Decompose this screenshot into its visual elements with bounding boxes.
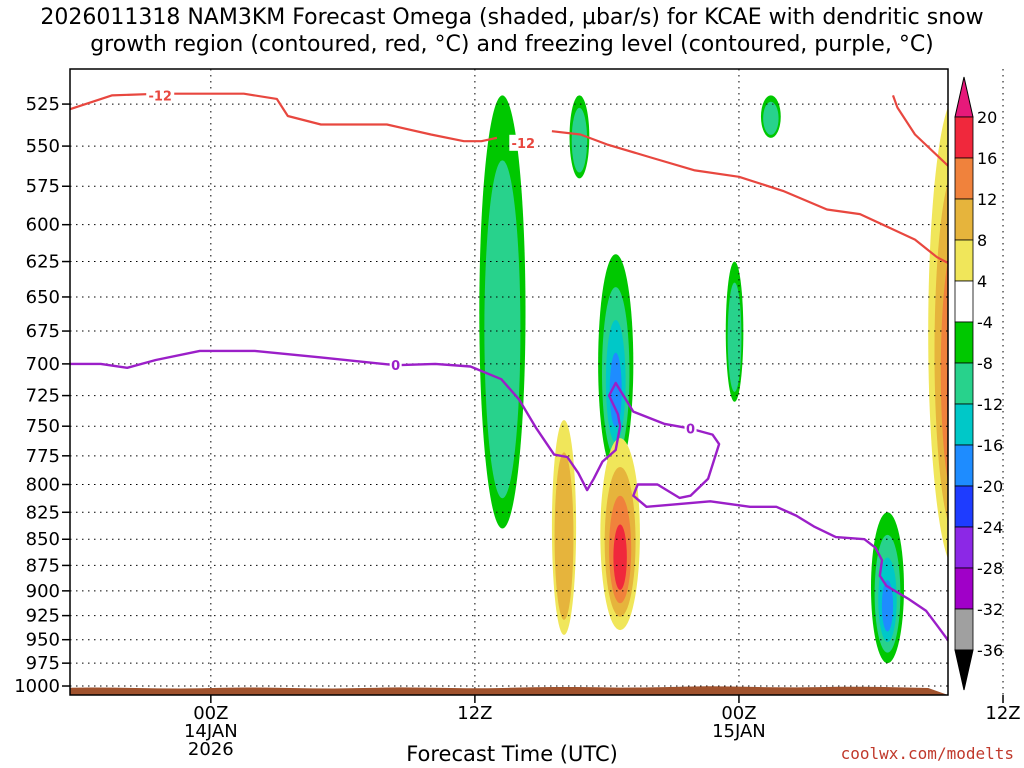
colorbar-segment-10 [954, 526, 974, 569]
contour-label-bg-5 [684, 420, 697, 437]
colorbar-segment-1 [954, 157, 974, 200]
contour-label-bg-1 [509, 134, 538, 151]
contour-label-4: 0 [391, 359, 400, 374]
y-tick-label-1000: 1000 [14, 676, 60, 697]
chart-title: 2026011318 NAM3KM Forecast Omega (shaded… [0, 4, 1024, 58]
x-tick-label-1: 12Z [457, 703, 492, 724]
colorbar-segment-11 [954, 567, 974, 610]
y-tick-label-850: 850 [26, 529, 60, 550]
colorbar-segment-6 [954, 362, 974, 405]
y-tick-label-550: 550 [26, 136, 60, 157]
colorbar-label-11: -28 [977, 559, 1003, 578]
colorbar-label-4: 4 [977, 272, 987, 291]
freezing-contour-0 [70, 349, 948, 643]
y-tick-label-625: 625 [26, 252, 60, 273]
omega-positive-band-12-1 [554, 452, 574, 620]
y-axis: 525 550 575 600 625 650 675 700 725 750 775 800 825 8… [14, 94, 70, 697]
y-tick-label-950: 950 [26, 630, 60, 651]
y-tick-label-700: 700 [26, 354, 60, 375]
y-tick-label-900: 900 [26, 581, 60, 602]
colorbar-segment-5 [954, 321, 974, 364]
contour-label-bg-4 [389, 357, 402, 374]
colorbar-segment-8 [954, 444, 974, 487]
colorbar-label-13: -36 [977, 641, 1003, 660]
gridlines [70, 69, 1004, 695]
colorbar-segment-12 [954, 608, 974, 651]
colorbar-label-1: 16 [977, 149, 997, 168]
omega-negative-band-1-1 [571, 107, 588, 173]
terrain-fill [70, 686, 948, 695]
x-tick-date-0: 14JAN [184, 721, 238, 742]
omega-shading [479, 95, 948, 664]
omega-negative-band-4-1 [763, 101, 779, 135]
colorbar-label-2: 12 [977, 190, 997, 209]
x-axis: 00Z14JAN202612Z00Z15JAN12Z00Z16JAN [184, 695, 1021, 760]
y-tick-label-650: 650 [26, 287, 60, 308]
y-tick-label-725: 725 [26, 386, 60, 407]
x-tick-label-2: 00Z [721, 703, 756, 724]
contour-label-bg-0 [146, 87, 175, 104]
dgz-contour-0 [70, 92, 498, 143]
colorbar-segment-0 [954, 116, 974, 159]
y-tick-label-975: 975 [26, 653, 60, 674]
omega-negative-band-3-1 [727, 282, 742, 392]
y-tick-label-675: 675 [26, 321, 60, 342]
colorbar-segment-4 [954, 280, 974, 323]
contour-label-1: -12 [512, 137, 536, 152]
colorbar-label-0: 20 [977, 108, 997, 127]
colorbar-label-8: -16 [977, 436, 1003, 455]
y-tick-label-925: 925 [26, 606, 60, 627]
contour-label-0: -12 [148, 89, 172, 104]
colorbar-label-12: -32 [977, 600, 1003, 619]
credit-link[interactable]: coolwx.com/modelts [840, 744, 1014, 763]
y-tick-label-575: 575 [26, 176, 60, 197]
colorbar-top-arrow [954, 76, 974, 118]
colorbar-segment-2 [954, 198, 974, 241]
colorbar-segment-7 [954, 403, 974, 446]
omega-negative-band-5-3 [881, 580, 894, 632]
contour-label-5: 0 [686, 423, 695, 438]
dgz-contour-1 [551, 130, 948, 265]
colorbar-label-7: -12 [977, 395, 1003, 414]
colorbar-label-5: -4 [977, 313, 993, 332]
plot-frame [69, 68, 949, 696]
x-tick-date-2: 15JAN [712, 721, 766, 742]
omega-negative-band-2-3 [609, 352, 622, 428]
omega-negative-band-0-1 [484, 160, 521, 499]
y-tick-label-825: 825 [26, 502, 60, 523]
x-tick-label-3: 12Z [985, 703, 1020, 724]
y-tick-label-525: 525 [26, 94, 60, 115]
colorbar-segment-9 [954, 485, 974, 528]
x-tick-label-0: 00Z [193, 703, 228, 724]
title-line-1: 2026011318 NAM3KM Forecast Omega (shaded… [40, 5, 984, 30]
colorbar-label-3: 8 [977, 231, 987, 250]
colorbar: 20 16 12 8 4 -4 -8 -12 -16 -20 -24 -28 -32 -36 [954, 76, 1003, 691]
colorbar-label-9: -20 [977, 477, 1003, 496]
terrain [70, 686, 948, 695]
y-tick-label-600: 600 [26, 215, 60, 236]
y-tick-label-800: 800 [26, 474, 60, 495]
x-axis-label: Forecast Time (UTC) [406, 742, 618, 766]
y-tick-label-875: 875 [26, 555, 60, 576]
title-line-2: growth region (contoured, red, °C) and f… [90, 32, 934, 57]
colorbar-label-10: -24 [977, 518, 1003, 537]
y-tick-label-750: 750 [26, 416, 60, 437]
omega-positive-band-8-3 [613, 524, 627, 590]
colorbar-bottom-arrow [954, 649, 974, 691]
y-tick-label-775: 775 [26, 446, 60, 467]
x-tick-year-0: 2026 [188, 739, 234, 760]
colorbar-segment-3 [954, 239, 974, 282]
colorbar-label-6: -8 [977, 354, 993, 373]
